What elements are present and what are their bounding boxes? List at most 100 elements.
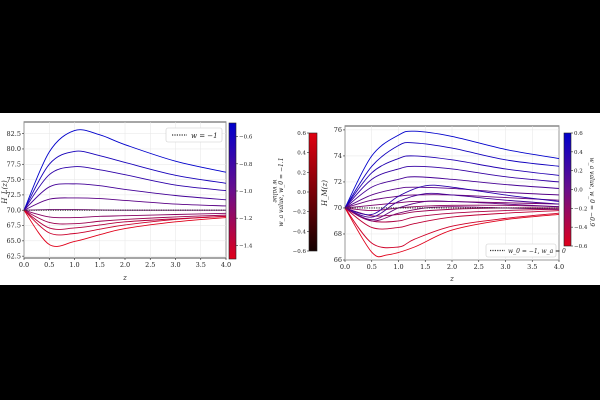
colorbar-right-label: w_a value, w_0 = −0.9 [588, 157, 595, 226]
x-tick-label: 0.0 [340, 263, 350, 271]
x-tick-label: 3.0 [170, 261, 180, 269]
series-line [344, 207, 560, 258]
colorbar-tick-label: −0.8 [239, 162, 253, 168]
chart-right-x-label: z [449, 275, 454, 283]
colorbar-tick-label: 0.0 [574, 188, 583, 194]
chart-left-y-ticks: 62.5 65.0 67.5 70.0 72.5 75.0 77.5 80.0 82.5 [7, 130, 24, 260]
series-line [344, 192, 560, 218]
chart-left-x-label: z [122, 274, 127, 282]
y-tick-label: 72.5 [7, 191, 21, 199]
y-tick-label: 70 [334, 204, 342, 212]
y-tick-label: 77.5 [7, 160, 21, 168]
chart-left-legend-box [165, 127, 223, 143]
colorbar-tick-label: −1.4 [239, 243, 253, 249]
y-tick-label: 67.5 [7, 222, 21, 230]
x-tick-label: 2.0 [120, 261, 130, 269]
colorbar-tick-label: 0.2 [574, 169, 583, 175]
colorbar-middle: 0.6 0.4 0.2 0.0 −0.2 −0.4 −0.6 w_a value, w_0 … [278, 131, 318, 255]
series-line [23, 209, 227, 225]
series-line [344, 204, 560, 212]
x-tick-label: 1.5 [420, 263, 430, 271]
series-line [344, 130, 560, 209]
colorbar-left-bar [228, 122, 237, 260]
colorbar-tick-label: 0.4 [574, 150, 583, 156]
colorbar-middle-ticks: 0.6 0.4 0.2 0.0 −0.2 −0.4 −0.6 [293, 131, 309, 255]
x-tick-label: 0.5 [367, 263, 377, 271]
series-line [23, 150, 227, 211]
chart-right-x-ticks: 0.0 0.5 1.0 1.5 2.0 2.5 3.0 3.5 4.0 [340, 260, 564, 271]
chart-left-x-ticks: 0.0 0.5 1.0 1.5 2.0 2.5 3.0 3.5 4.0 [19, 258, 231, 269]
series-line [23, 209, 227, 247]
y-tick-label: 74 [334, 152, 342, 160]
series-line [344, 207, 560, 249]
x-tick-label: 0.5 [44, 261, 54, 269]
colorbar-middle-bar [308, 132, 318, 252]
chart-left: 62.5 65.0 67.5 70.0 72.5 75.0 77.5 80.0 82.5 0.0… [1, 121, 231, 282]
figure-svg: 62.5 65.0 67.5 70.0 72.5 75.0 77.5 80.0 82.5 0.0… [1, 121, 595, 283]
x-tick-label: 1.5 [95, 261, 105, 269]
colorbar-tick-label: 0.6 [574, 131, 583, 137]
colorbar-tick-label: 0.4 [297, 151, 306, 157]
chart-right-legend: w_0 = −1, w_a = 0 [485, 243, 566, 258]
x-tick-label: 3.5 [527, 263, 537, 271]
colorbar-tick-label: −1.2 [239, 216, 252, 222]
x-tick-label: 1.0 [69, 261, 79, 269]
series-line [344, 155, 560, 209]
y-tick-label: 75.0 [7, 176, 21, 184]
chart-right-lines [344, 130, 560, 258]
series-line [344, 186, 560, 209]
series-line [344, 200, 560, 209]
colorbar-tick-label: 0.0 [297, 190, 306, 196]
y-tick-label: 72 [334, 178, 342, 186]
x-tick-label: 4.0 [221, 261, 231, 269]
series-line [344, 176, 560, 209]
colorbar-middle-label: w_a value, w_0 = −1.1 [278, 157, 285, 226]
x-tick-label: 4.0 [554, 263, 564, 271]
chart-right-legend-box [485, 243, 557, 258]
colorbar-tick-label: −0.6 [239, 135, 253, 141]
series-line [23, 197, 227, 211]
x-tick-label: 0.0 [19, 261, 29, 269]
colorbar-tick-label: −0.6 [293, 249, 307, 255]
colorbar-tick-label: −1.0 [239, 189, 253, 195]
colorbar-tick-label: −0.4 [293, 229, 307, 235]
series-line [344, 142, 560, 209]
y-tick-label: 82.5 [7, 130, 21, 138]
x-tick-label: 3.5 [196, 261, 206, 269]
y-tick-label: 80.0 [7, 145, 21, 153]
colorbar-right-bar [563, 132, 572, 247]
chart-left-legend-label: w = −1 [191, 132, 218, 140]
colorbar-tick-label: −0.2 [293, 210, 306, 216]
y-tick-label: 70.0 [7, 206, 21, 214]
series-line [23, 209, 227, 236]
colorbar-tick-label: 0.2 [297, 170, 306, 176]
colorbar-tick-label: 0.6 [297, 131, 306, 137]
colorbar-tick-label: −0.4 [574, 225, 588, 231]
series-line [23, 183, 227, 211]
x-tick-label: 2.0 [447, 263, 457, 271]
chart-left-y-label: H_L(z) [1, 180, 9, 205]
chart-right-y-label: H_M(z) [321, 180, 329, 207]
series-line [344, 194, 560, 209]
y-tick-label: 65.0 [7, 237, 21, 245]
x-tick-label: 2.5 [145, 261, 155, 269]
x-tick-label: 1.0 [393, 263, 403, 271]
series-line [23, 209, 227, 230]
y-tick-label: 66 [334, 256, 342, 264]
colorbar-tick-label: −0.6 [574, 244, 588, 250]
chart-right-legend-label: w_0 = −1, w_a = 0 [508, 248, 566, 255]
y-tick-label: 76 [334, 126, 342, 134]
colorbar-right-ticks: 0.6 0.4 0.2 0.0 −0.2 −0.4 −0.6 [571, 131, 588, 250]
chart-right: 66 68 70 72 74 76 0.0 0.5 1.0 1.5 2.0 2.5 3.0 3.5 4.0… [321, 125, 566, 283]
y-tick-label: 68 [334, 230, 342, 238]
colorbar-right: 0.6 0.4 0.2 0.0 −0.2 −0.4 −0.6 w_a value, w_0 … [563, 131, 595, 250]
y-tick-label: 62.5 [7, 252, 21, 260]
series-line [344, 200, 560, 221]
series-line [23, 166, 227, 211]
colorbar-left-label: w value [271, 179, 278, 203]
series-line [23, 209, 227, 219]
chart-left-legend: w = −1 [165, 127, 223, 143]
chart-right-y-ticks: 66 68 70 72 74 76 [334, 126, 345, 264]
series-line [344, 165, 560, 209]
